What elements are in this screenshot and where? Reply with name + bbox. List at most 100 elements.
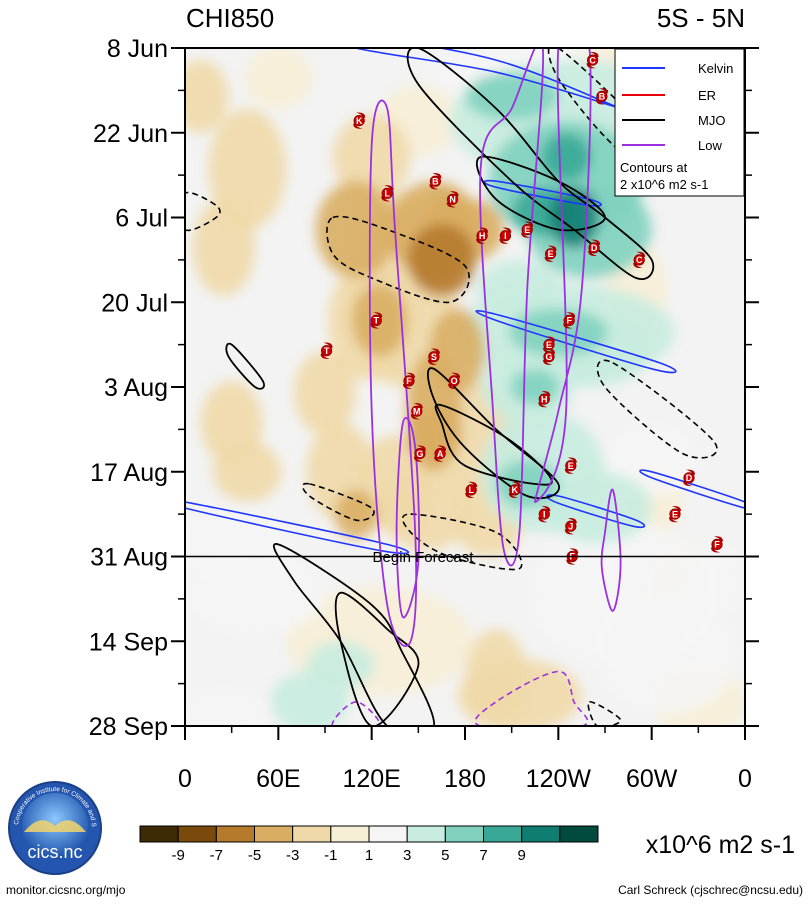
anomaly-blob bbox=[475, 259, 563, 321]
storm-marker[interactable]: I bbox=[538, 505, 551, 523]
storm-label: T bbox=[374, 316, 380, 326]
contour-mjo-negative bbox=[301, 482, 375, 522]
storm-marker[interactable]: D bbox=[588, 239, 601, 256]
storm-marker[interactable]: F bbox=[563, 312, 576, 329]
storm-disc bbox=[565, 460, 577, 472]
storm-marker[interactable]: G bbox=[413, 445, 426, 462]
storm-disc bbox=[434, 448, 446, 460]
storm-swirl-icon bbox=[468, 481, 478, 487]
storm-marker[interactable]: K bbox=[353, 112, 366, 129]
storm-marker[interactable]: A bbox=[434, 445, 447, 462]
storm-marker[interactable]: E bbox=[669, 505, 681, 523]
storm-swirl-icon bbox=[586, 63, 596, 69]
anomaly-blob bbox=[244, 48, 313, 109]
storm-marker[interactable]: L bbox=[465, 481, 478, 499]
contour-low-negative bbox=[331, 700, 381, 726]
storm-disc bbox=[448, 375, 460, 387]
storm-swirl-icon bbox=[538, 517, 548, 523]
axes: 0 60E 120E 180 120W 60W 0 8 Jun 22 Jun 6 Jul 20 Ju… bbox=[89, 35, 759, 793]
anomaly-blob bbox=[185, 689, 271, 726]
storm-marker[interactable]: K bbox=[508, 481, 521, 499]
y-tick-label: 20 Jul bbox=[101, 289, 168, 317]
colorbar-swatch bbox=[292, 825, 332, 843]
contour-low bbox=[600, 488, 622, 612]
storm-label: E bbox=[524, 225, 530, 235]
storm-label: O bbox=[451, 376, 458, 386]
storm-marker[interactable]: T bbox=[370, 312, 383, 329]
storm-swirl-icon bbox=[541, 390, 551, 397]
footer-left-url[interactable]: monitor.cicsnc.org/mjo bbox=[6, 883, 126, 897]
storm-label: J bbox=[568, 521, 573, 531]
storm-swirl-icon bbox=[598, 88, 608, 94]
storm-marker[interactable]: C bbox=[586, 51, 599, 69]
contour-mjo bbox=[334, 591, 420, 726]
storm-disc bbox=[543, 351, 555, 363]
anomaly-blob bbox=[465, 72, 559, 121]
storm-swirl-icon bbox=[479, 227, 489, 233]
contour-mjo bbox=[427, 367, 560, 500]
storm-marker[interactable]: N bbox=[446, 191, 459, 208]
colorbar-label: -3 bbox=[286, 847, 299, 864]
contour-low bbox=[479, 48, 544, 567]
storm-marker[interactable]: D bbox=[683, 469, 695, 486]
storm-swirl-icon bbox=[521, 232, 531, 238]
storm-marker[interactable]: M bbox=[410, 403, 423, 420]
y-tick-label: 14 Sep bbox=[89, 628, 168, 656]
storm-marker[interactable]: G bbox=[543, 348, 555, 365]
storm-swirl-icon bbox=[564, 529, 574, 535]
storm-label: S bbox=[431, 352, 437, 362]
anomaly-blob bbox=[185, 60, 229, 133]
storm-label: B bbox=[432, 176, 439, 186]
storm-marker[interactable]: E bbox=[521, 221, 534, 238]
storm-swirl-icon bbox=[370, 323, 380, 329]
storm-swirl-icon bbox=[449, 191, 459, 197]
chart-title-left: CHI850 bbox=[186, 3, 274, 33]
chart-title-right: 5S - 5N bbox=[657, 3, 745, 33]
storm-swirl-icon bbox=[543, 347, 552, 353]
storm-marker[interactable]: S bbox=[427, 348, 440, 365]
storm-disc bbox=[596, 90, 608, 103]
wave-contours bbox=[185, 48, 745, 726]
anomaly-blob bbox=[192, 199, 255, 297]
legend-kelvin-label: Kelvin bbox=[698, 61, 733, 76]
storm-marker[interactable]: J bbox=[564, 518, 577, 535]
storm-marker[interactable]: B bbox=[429, 173, 442, 190]
storm-marker[interactable]: I bbox=[499, 227, 512, 244]
colorbar-swatch bbox=[521, 825, 561, 843]
storm-marker[interactable]: E bbox=[543, 336, 555, 353]
colorbar-swatch bbox=[215, 825, 255, 843]
storm-swirl-icon bbox=[566, 312, 576, 318]
storm-label: C bbox=[589, 55, 596, 65]
storm-swirl-icon bbox=[544, 256, 554, 262]
storm-marker[interactable]: F bbox=[403, 372, 415, 390]
colorbar: -9 -7 -5 -3 -1 1 3 5 7 9 bbox=[139, 825, 599, 864]
storm-swirl-icon bbox=[356, 112, 366, 118]
logo-text: cics.nc bbox=[27, 842, 82, 862]
storm-disc bbox=[414, 448, 426, 460]
anomaly-blob bbox=[510, 368, 560, 406]
legend-mjo-label: MJO bbox=[698, 113, 725, 128]
storm-swirl-icon bbox=[502, 227, 512, 233]
contour-mjo-negative bbox=[401, 513, 523, 571]
anomaly-blob bbox=[334, 489, 378, 539]
storm-marker[interactable]: T bbox=[320, 342, 333, 359]
storm-marker[interactable]: H bbox=[538, 390, 551, 408]
storm-marker[interactable]: H bbox=[476, 227, 489, 244]
storm-marker[interactable]: C bbox=[633, 251, 646, 269]
storm-marker[interactable]: E bbox=[564, 457, 577, 474]
colorbar-label: 1 bbox=[365, 847, 373, 864]
storm-swirl-icon bbox=[566, 559, 576, 565]
storm-marker[interactable]: F bbox=[711, 536, 723, 553]
storm-swirl-icon bbox=[413, 403, 423, 409]
storm-disc bbox=[403, 375, 415, 387]
storm-marker[interactable]: O bbox=[448, 372, 461, 390]
storm-marker[interactable]: B bbox=[595, 88, 608, 105]
storm-disc bbox=[381, 187, 393, 199]
storm-swirl-icon bbox=[465, 492, 475, 499]
storm-swirl-icon bbox=[686, 469, 695, 475]
storm-disc bbox=[565, 520, 577, 532]
colorbar-swatch bbox=[444, 825, 485, 843]
anomaly-blob bbox=[407, 223, 476, 297]
storm-marker[interactable]: L bbox=[381, 185, 394, 202]
storm-marker[interactable]: E bbox=[544, 245, 557, 262]
